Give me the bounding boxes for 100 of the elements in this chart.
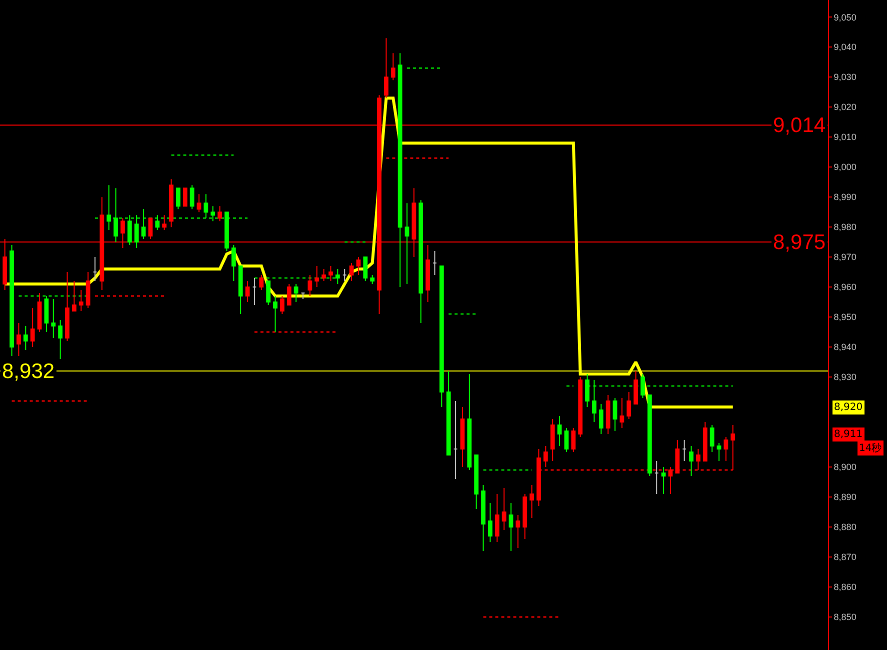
candlestick bbox=[231, 244, 236, 282]
candlestick bbox=[682, 440, 687, 462]
y-tick-label: 8,990 bbox=[834, 192, 856, 202]
candlestick bbox=[155, 214, 160, 231]
candlestick bbox=[481, 484, 486, 552]
candlestick bbox=[439, 266, 444, 408]
candlestick bbox=[294, 284, 298, 303]
candlestick bbox=[10, 244, 14, 357]
candlestick bbox=[543, 446, 548, 468]
candlestick bbox=[453, 400, 458, 480]
candlestick bbox=[328, 266, 333, 282]
candlestick bbox=[224, 212, 229, 252]
candlestick bbox=[176, 188, 180, 210]
candlestick bbox=[536, 448, 541, 507]
candlestick bbox=[398, 52, 402, 288]
y-tick-label: 8,930 bbox=[834, 372, 856, 382]
candlestick bbox=[494, 494, 500, 543]
y-tick-label: 8,900 bbox=[834, 462, 856, 472]
candlestick bbox=[689, 446, 694, 477]
y-tick-label: 9,010 bbox=[834, 132, 856, 142]
candlestick bbox=[114, 188, 118, 243]
candlestick bbox=[65, 272, 70, 342]
y-tick-label: 8,870 bbox=[834, 552, 856, 562]
candlestick bbox=[508, 502, 514, 552]
candlestick bbox=[702, 422, 708, 462]
y-tick-label: 8,950 bbox=[834, 312, 856, 322]
candlestick bbox=[363, 256, 368, 282]
candlestick bbox=[530, 484, 534, 519]
y-tick-label: 8,850 bbox=[834, 612, 856, 622]
candlestick bbox=[286, 284, 292, 306]
candlestick bbox=[647, 394, 652, 477]
candlestick bbox=[571, 428, 576, 453]
text: 8,911 bbox=[834, 429, 863, 440]
candlestick bbox=[550, 418, 555, 462]
y-tick-label: 8,940 bbox=[834, 342, 856, 352]
candlestick bbox=[557, 416, 562, 447]
candlestick bbox=[204, 194, 208, 219]
candlestick bbox=[640, 374, 645, 399]
candlestick bbox=[620, 398, 624, 429]
candlestick bbox=[349, 262, 354, 282]
candlestick bbox=[210, 206, 216, 222]
candlestick bbox=[598, 404, 604, 435]
candlestick bbox=[564, 428, 569, 453]
candlestick bbox=[335, 268, 340, 285]
candlestick bbox=[426, 244, 430, 303]
candlestick bbox=[37, 292, 42, 333]
y-tick-label: 8,970 bbox=[834, 252, 856, 262]
text: 14秒 bbox=[859, 442, 882, 454]
candlestick bbox=[134, 214, 139, 249]
y-tick-label: 8,980 bbox=[834, 222, 856, 232]
candlestick bbox=[404, 202, 410, 285]
candlestick bbox=[724, 436, 728, 462]
text: 8,920 bbox=[834, 402, 863, 413]
candlestick bbox=[58, 320, 63, 360]
candlestick bbox=[342, 268, 347, 282]
candlestick bbox=[280, 296, 284, 315]
candlestick bbox=[266, 280, 271, 306]
y-tick-label: 8,860 bbox=[834, 582, 856, 592]
candlestick bbox=[273, 296, 278, 333]
candlestick bbox=[218, 206, 222, 222]
candlestick bbox=[634, 370, 638, 405]
candlestick bbox=[370, 274, 375, 285]
candlestick bbox=[308, 274, 312, 297]
candlestick bbox=[106, 184, 112, 231]
candlestick bbox=[488, 502, 492, 543]
candlestick bbox=[585, 374, 590, 408]
candlestick bbox=[661, 466, 666, 495]
candlestick bbox=[418, 200, 424, 324]
y-tick-label: 8,880 bbox=[834, 522, 856, 532]
candlestick bbox=[730, 424, 736, 471]
candlestick bbox=[23, 326, 28, 351]
candlestick bbox=[252, 278, 257, 306]
candlestick bbox=[78, 290, 84, 312]
candlestick bbox=[592, 380, 596, 423]
candlestick bbox=[474, 454, 479, 510]
candlestick bbox=[51, 298, 56, 339]
candlestick bbox=[432, 250, 437, 276]
candlestick bbox=[92, 256, 98, 282]
candlestick bbox=[356, 256, 361, 276]
ref-line-label: 9,014 bbox=[773, 114, 826, 137]
candlestick bbox=[626, 392, 632, 420]
candlestick bbox=[141, 208, 146, 240]
candlestick bbox=[654, 460, 659, 495]
candlestick bbox=[72, 280, 76, 312]
y-tick-label: 8,960 bbox=[834, 282, 856, 292]
y-tick-label: 9,020 bbox=[834, 102, 856, 112]
candlestick bbox=[446, 370, 451, 456]
candlestick bbox=[238, 266, 243, 315]
y-tick-label: 9,000 bbox=[834, 162, 856, 172]
candlestick bbox=[127, 214, 132, 246]
candlestick bbox=[30, 308, 35, 348]
candlestick bbox=[716, 442, 722, 462]
y-tick-label: 9,030 bbox=[834, 72, 856, 82]
candlestick bbox=[259, 274, 264, 291]
candlestick bbox=[196, 194, 202, 213]
candlestick bbox=[696, 448, 700, 471]
y-tick-label: 8,890 bbox=[834, 492, 856, 502]
candlestick bbox=[578, 376, 583, 438]
candlestick bbox=[460, 406, 465, 468]
candlestick bbox=[322, 268, 326, 282]
